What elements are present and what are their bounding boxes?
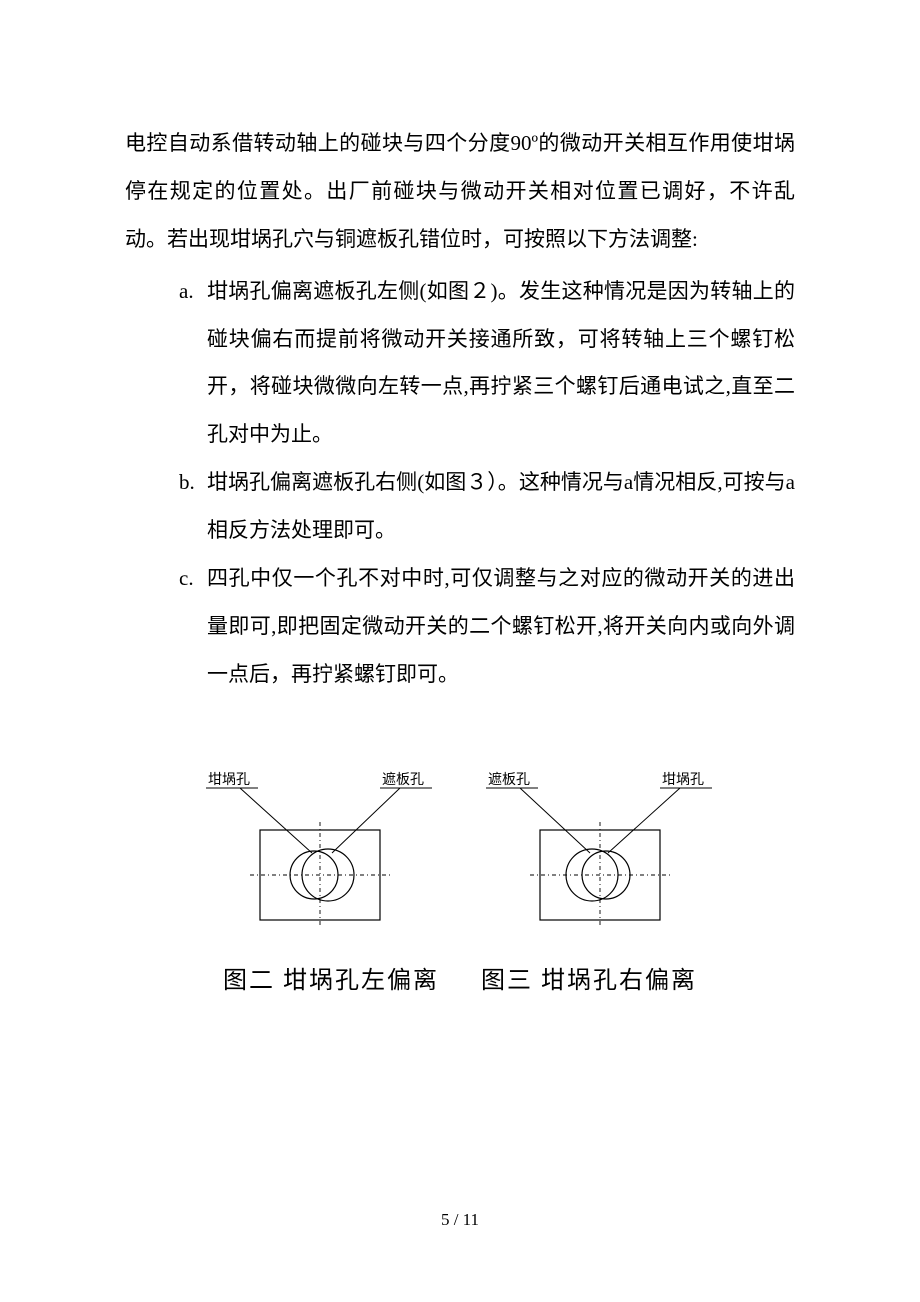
list-marker: b. [179,459,195,507]
page-number: 5 / 11 [0,1210,920,1230]
figure-2: 坩埚孔 遮板孔 [200,768,440,938]
document-page: 电控自动系借转动轴上的碰块与四个分度90º的微动开关相互作用使坩埚停在规定的位置… [0,0,920,1302]
figure-2-label-right: 遮板孔 [382,772,424,788]
list-text: 坩埚孔偏离遮板孔左侧(如图２)。发生这种情况是因为转轴上的碰块偏右而提前将微动开… [207,279,795,447]
ordered-list: a. 坩埚孔偏离遮板孔左侧(如图２)。发生这种情况是因为转轴上的碰块偏右而提前将… [125,268,795,699]
list-marker: a. [179,268,194,316]
figure-2-label-left: 坩埚孔 [208,772,250,788]
leader-line-right [332,788,400,853]
list-text: 坩埚孔偏离遮板孔右侧(如图３）。这种情况与a情况相反,可按与a相反方法处理即可。 [207,470,795,542]
figure-2-svg: 坩埚孔 遮板孔 [200,768,440,938]
list-text: 四孔中仅一个孔不对中时,可仅调整与之对应的微动开关的进出量即可,即把固定微动开关… [207,566,795,686]
figures-row: 坩埚孔 遮板孔 遮板孔 坩埚孔 [0,768,920,938]
leader-line-right [608,788,680,853]
leader-line-left [520,788,590,853]
figure-2-caption: 图二 坩埚孔左偏离 [223,960,439,995]
intro-paragraph: 电控自动系借转动轴上的碰块与四个分度90º的微动开关相互作用使坩埚停在规定的位置… [125,120,795,264]
list-item: b. 坩埚孔偏离遮板孔右侧(如图３）。这种情况与a情况相反,可按与a相反方法处理… [179,459,795,555]
list-marker: c. [179,555,194,603]
crucible-hole-circle [582,851,630,899]
leader-line-left [240,788,312,853]
figure-3-label-left: 遮板孔 [488,772,530,788]
figure-3-svg: 遮板孔 坩埚孔 [480,768,720,938]
list-item: c. 四孔中仅一个孔不对中时,可仅调整与之对应的微动开关的进出量即可,即把固定微… [179,555,795,699]
figure-3: 遮板孔 坩埚孔 [480,768,720,938]
figure-3-caption: 图三 坩埚孔右偏离 [481,960,697,995]
list-item: a. 坩埚孔偏离遮板孔左侧(如图２)。发生这种情况是因为转轴上的碰块偏右而提前将… [179,268,795,460]
figure-3-label-right: 坩埚孔 [662,772,704,788]
figure-captions: 图二 坩埚孔左偏离 图三 坩埚孔右偏离 [0,960,920,995]
